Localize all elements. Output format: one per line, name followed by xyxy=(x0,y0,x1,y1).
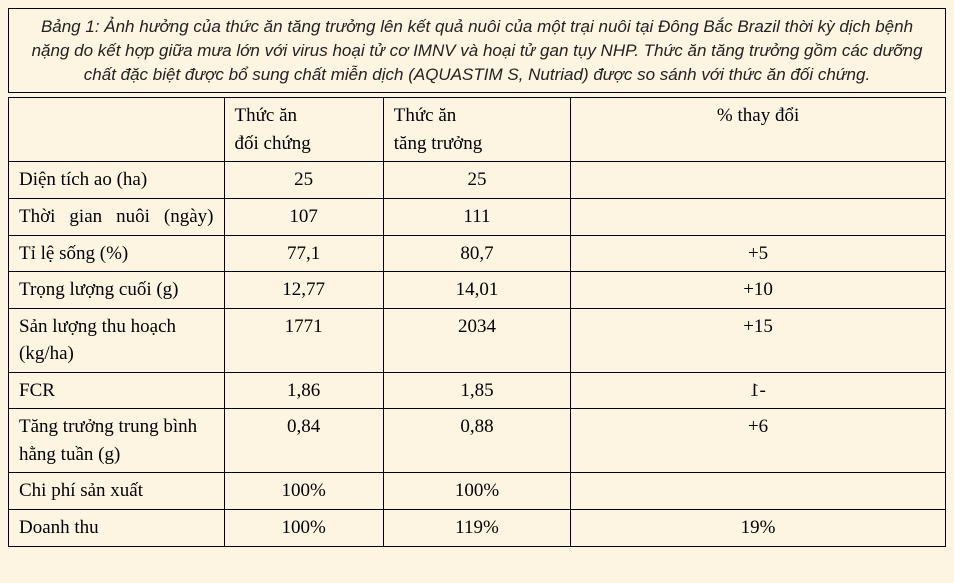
cell-control: 12,77 xyxy=(224,272,383,309)
table-row: Tăng trưởng trung bình hằng tuần (g)0,84… xyxy=(9,409,946,473)
header-growth-line2: tăng trưởng xyxy=(394,133,482,154)
cell-control: 100% xyxy=(224,509,383,546)
row-label: Doanh thu xyxy=(9,509,225,546)
row-label: Tỉ lệ sống (%) xyxy=(9,235,225,272)
table-row: Trọng lượng cuối (g)12,7714,01+10 xyxy=(9,272,946,309)
cell-pct-change xyxy=(571,162,946,199)
cell-growth: 0,88 xyxy=(383,409,570,473)
cell-growth: 80,7 xyxy=(383,235,570,272)
row-label: Trọng lượng cuối (g) xyxy=(9,272,225,309)
cell-control: 100% xyxy=(224,473,383,510)
header-growth-line1: Thức ăn xyxy=(394,105,457,126)
cell-control: 25 xyxy=(224,162,383,199)
header-growth-feed: Thức ăn tăng trưởng xyxy=(383,98,570,162)
cell-control: 1771 xyxy=(224,308,383,372)
cell-growth: 1,85 xyxy=(383,372,570,409)
header-control-line1: Thức ăn xyxy=(235,105,298,126)
data-table: Thức ăn đối chứng Thức ăn tăng trưởng % … xyxy=(8,97,946,546)
row-label: Chi phí sản xuất xyxy=(9,473,225,510)
header-control-feed: Thức ăn đối chứng xyxy=(224,98,383,162)
table-caption: Bảng 1: Ảnh hưởng của thức ăn tăng trưởn… xyxy=(8,8,946,93)
row-label: Thời gian nuôi (ngày) xyxy=(9,199,225,236)
row-label: Tăng trưởng trung bình hằng tuần (g) xyxy=(9,409,225,473)
table-container: Bảng 1: Ảnh hưởng của thức ăn tăng trưởn… xyxy=(0,0,954,551)
table-row: Sản lượng thu hoạch (kg/ha)17712034+15 xyxy=(9,308,946,372)
cell-control: 107 xyxy=(224,199,383,236)
header-pct-change: % thay đổi xyxy=(571,98,946,162)
cell-pct-change: +5 xyxy=(571,235,946,272)
cell-pct-change: +10 xyxy=(571,272,946,309)
table-row: Thời gian nuôi (ngày)107111 xyxy=(9,199,946,236)
cell-pct-change: +6 xyxy=(571,409,946,473)
table-row: Tỉ lệ sống (%)77,180,7+5 xyxy=(9,235,946,272)
cell-growth: 119% xyxy=(383,509,570,546)
cell-pct-change xyxy=(571,473,946,510)
cell-growth: 25 xyxy=(383,162,570,199)
table-row: Chi phí sản xuất100%100% xyxy=(9,473,946,510)
cell-pct-change: +15 xyxy=(571,308,946,372)
cell-control: 1,86 xyxy=(224,372,383,409)
table-row: FCR1,861,85-1 xyxy=(9,372,946,409)
table-row: Doanh thu100%119%19% xyxy=(9,509,946,546)
cell-pct-change: -1 xyxy=(571,372,946,409)
row-label: FCR xyxy=(9,372,225,409)
row-label: Sản lượng thu hoạch (kg/ha) xyxy=(9,308,225,372)
header-empty xyxy=(9,98,225,162)
cell-pct-change: 19% xyxy=(571,509,946,546)
row-label: Diện tích ao (ha) xyxy=(9,162,225,199)
header-row: Thức ăn đối chứng Thức ăn tăng trưởng % … xyxy=(9,98,946,162)
table-row: Diện tích ao (ha)2525 xyxy=(9,162,946,199)
cell-growth: 111 xyxy=(383,199,570,236)
cell-control: 77,1 xyxy=(224,235,383,272)
cell-growth: 14,01 xyxy=(383,272,570,309)
cell-control: 0,84 xyxy=(224,409,383,473)
cell-growth: 100% xyxy=(383,473,570,510)
cell-pct-change xyxy=(571,199,946,236)
header-control-line2: đối chứng xyxy=(235,133,311,154)
cell-growth: 2034 xyxy=(383,308,570,372)
